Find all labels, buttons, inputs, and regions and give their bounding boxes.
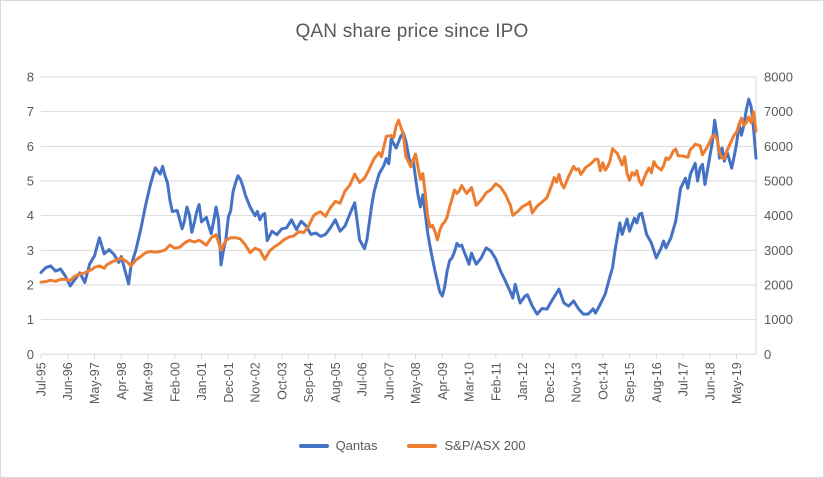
right-axis-tick-label: 2000: [764, 277, 793, 292]
left-axis-tick-label: 5: [27, 173, 34, 188]
asx200-line-swatch: [407, 443, 438, 448]
x-axis-label: Apr-09: [436, 362, 450, 400]
x-axis-label: Jan-12: [516, 362, 530, 400]
x-axis-label: Dec-12: [543, 362, 557, 402]
x-axis-label: Jun-18: [703, 362, 717, 400]
x-axis-label: Feb-00: [168, 362, 182, 402]
legend: Qantas S&P/ASX 200: [1, 438, 823, 453]
legend-label-qantas: Qantas: [335, 438, 378, 453]
left-axis-tick-label: 7: [27, 104, 34, 119]
left-axis-tick-label: 2: [27, 277, 34, 292]
x-axis-label: Mar-99: [142, 362, 156, 402]
chart-title: QAN share price since IPO: [295, 21, 529, 42]
x-axis-label: Jul-95: [35, 362, 49, 396]
x-axis-label: Sep-15: [623, 362, 637, 402]
x-axis-label: Aug-05: [329, 362, 343, 402]
right-axis-tick-label: 4000: [764, 208, 793, 223]
right-axis-tick-label: 6000: [764, 139, 793, 154]
x-axis-label: Jul-17: [677, 362, 691, 396]
legend-item-qantas: Qantas: [298, 438, 378, 453]
legend-label-asx200: S&P/ASX 200: [444, 438, 526, 453]
left-axis-tick-label: 3: [27, 243, 34, 258]
right-axis-tick-label: 5000: [764, 173, 793, 188]
x-axis-label: Aug-16: [650, 362, 664, 402]
x-axis-label: Nov-13: [570, 362, 584, 402]
x-axis-label: May-08: [409, 362, 423, 404]
left-axis-tick-label: 1: [27, 312, 34, 327]
x-axis-label: Jan-01: [195, 362, 209, 400]
x-axis-label: May-97: [88, 362, 102, 404]
qantas-line-swatch: [298, 443, 329, 448]
left-axis-tick-label: 8: [27, 70, 34, 85]
x-axis-label: May-19: [730, 362, 744, 404]
x-axis-label: Jun-07: [382, 362, 396, 400]
right-axis-tick-label: 0: [764, 347, 771, 362]
right-axis-tick-label: 1000: [764, 312, 793, 327]
x-axis-label: Nov-02: [249, 362, 263, 402]
left-axis-tick-label: 6: [27, 139, 34, 154]
asx200-line: [39, 110, 758, 284]
x-axis-label: Jun-96: [61, 362, 75, 400]
x-axis-label: Oct-14: [596, 362, 610, 400]
right-axis-tick-label: 7000: [764, 104, 793, 119]
x-axis-label: Jul-06: [356, 362, 370, 396]
x-axis-label: Apr-98: [115, 362, 129, 400]
x-axis-label: Sep-04: [302, 362, 316, 402]
x-axis-label: Mar-10: [463, 362, 477, 402]
legend-item-asx200: S&P/ASX 200: [407, 438, 525, 453]
left-axis-tick-label: 0: [27, 347, 34, 362]
qantas-line: [39, 97, 758, 316]
right-axis-tick-label: 8000: [764, 70, 793, 85]
left-axis-tick-label: 4: [27, 208, 34, 223]
x-axis-label: Dec-01: [222, 362, 236, 402]
right-axis-tick-label: 3000: [764, 243, 793, 258]
x-axis-label: Feb-11: [489, 362, 503, 401]
x-axis-label: Oct-03: [275, 362, 289, 400]
